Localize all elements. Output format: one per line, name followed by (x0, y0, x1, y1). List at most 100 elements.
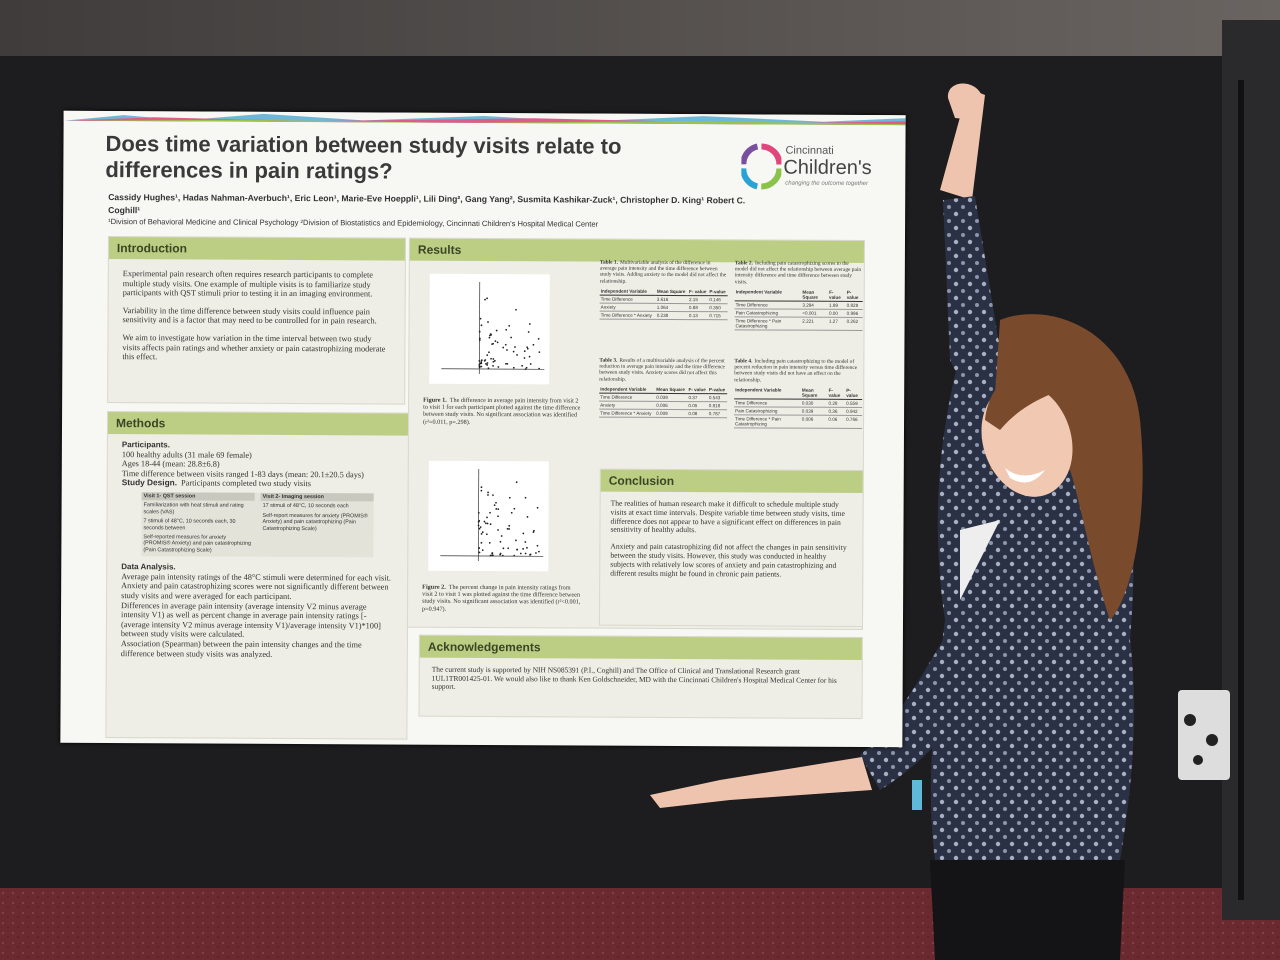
acknowledgements: Acknowledgements The current study is sup… (418, 634, 863, 719)
scatter-figure (428, 460, 549, 572)
plot-dot (538, 367, 541, 370)
plot-dot (516, 548, 519, 551)
plot-dot (512, 366, 515, 369)
section-heading: Acknowledgements (419, 635, 862, 660)
visit-item: 7 stimuli of 48°C, 10 seconds each, 30 s… (143, 518, 236, 532)
header-cell: F- value (828, 288, 846, 302)
table-cell: 0.06 (827, 415, 846, 429)
plot-dot (478, 330, 481, 333)
caption-label: Figure 2. (422, 583, 446, 591)
section-heading: Introduction (108, 237, 405, 261)
table: Independent Variable Mean Square F- value P… (734, 386, 863, 429)
table-cell: 0.715 (708, 311, 728, 320)
plot-dot (499, 540, 502, 543)
plot-dot (489, 554, 492, 557)
plot-dot (486, 297, 488, 300)
plot-dot (492, 364, 494, 367)
plot-dot (479, 317, 482, 320)
plot-dot (504, 343, 507, 346)
plot-dot (497, 366, 500, 368)
table-cell: 0.828 (845, 301, 863, 310)
table: Independent Variable Mean Square F- value P… (734, 288, 863, 331)
header-cell: Independent Variable (734, 288, 802, 301)
label: Study Design. (121, 477, 178, 488)
table-cell: 0.006 (800, 414, 828, 429)
plot-dot (497, 515, 499, 518)
plot-dot (502, 346, 505, 349)
poster-content: Does time variation between study visits… (60, 111, 905, 747)
plot-dot (523, 350, 526, 353)
plot-dot (513, 554, 516, 557)
header-cell: P-value (708, 287, 728, 296)
plot-dot (478, 551, 481, 554)
table-cell: 0.039 (800, 406, 828, 416)
plot-dot (480, 541, 483, 544)
visit-column: Visit 1- QST session Familiarization with… (141, 492, 255, 557)
plot-dot (528, 355, 531, 358)
caption-text: Including pain catastrophizing to the mo… (734, 358, 858, 384)
plot-dot (512, 350, 515, 353)
plot-dot (481, 549, 484, 552)
table-cell: 1.89 (828, 301, 846, 310)
table-row: Time Difference * Anxiety 0.009 0.08 0.787 (599, 408, 728, 418)
plot-dot (488, 541, 491, 544)
plot-dot (487, 494, 489, 496)
plot-dot (480, 486, 483, 489)
plot-dot (526, 516, 529, 518)
header-cell: P-value (845, 386, 863, 400)
plot-dot (493, 359, 496, 362)
plot-dot (522, 547, 525, 550)
plot-dot (477, 524, 480, 527)
plot-dot (515, 481, 518, 484)
plot-dot (492, 360, 495, 363)
plot-dot (505, 362, 507, 365)
plot-dot (485, 362, 487, 365)
table-cell: Time Difference * Anxiety (599, 310, 656, 320)
logo-mark (741, 143, 782, 190)
logo-top: Cincinnati (785, 144, 834, 157)
plot-dot (506, 527, 509, 530)
plot-dot (492, 358, 495, 360)
plot-dot (496, 341, 499, 344)
axis (441, 368, 545, 370)
caption-text: Results of a multivariable analysis of t… (599, 357, 725, 383)
plot-dot (527, 331, 530, 333)
color-stripe (63, 110, 906, 126)
plot-dot (508, 528, 511, 530)
plot-dot (521, 364, 524, 367)
plot-dot (480, 533, 483, 535)
plot-dot (516, 354, 518, 356)
plot-dot (536, 544, 539, 547)
plot-dot (513, 507, 516, 510)
plot-dot (486, 522, 489, 525)
table-cell: 0.996 (845, 309, 863, 318)
header-cell: Mean Square (655, 385, 688, 394)
plot-dot (489, 333, 492, 335)
results: Results Figure 1. The difference in averag… (406, 237, 865, 630)
plot-dot (487, 367, 490, 370)
plot-dot (478, 337, 481, 340)
plot-dot (533, 529, 535, 532)
plot-dot (499, 552, 502, 555)
table-row: Time Difference * Pain Catastrophizing 0.… (734, 414, 863, 429)
plot-dot (491, 554, 494, 557)
table-cell: 0.36 (827, 407, 846, 416)
plot-dot (510, 336, 513, 339)
plot-dot (510, 511, 513, 514)
plot-dot (492, 342, 495, 345)
visit-item: Self-report measures for anxiety (PROMIS… (262, 512, 368, 532)
table: Independent Variable Mean Square F- value P… (599, 385, 728, 418)
visit-header: Visit 2- Imaging session (260, 492, 374, 502)
plot-dot (478, 519, 481, 522)
header-cell: Mean Square (801, 288, 829, 302)
plot-dot (497, 508, 500, 511)
plot-dot (481, 531, 484, 534)
header-cell: F- value (687, 287, 709, 296)
caption-text: Including pain catastrophizing scores to… (734, 260, 862, 285)
header-cell: Independent Variable (734, 386, 801, 399)
paragraph: We aim to investigate how variation in t… (122, 333, 386, 362)
plot-dot (535, 552, 537, 554)
table-cell: 0.13 (687, 311, 709, 320)
plot-dot (478, 360, 481, 362)
table-caption: Table 2. Including pain catastrophizing s… (735, 260, 863, 285)
